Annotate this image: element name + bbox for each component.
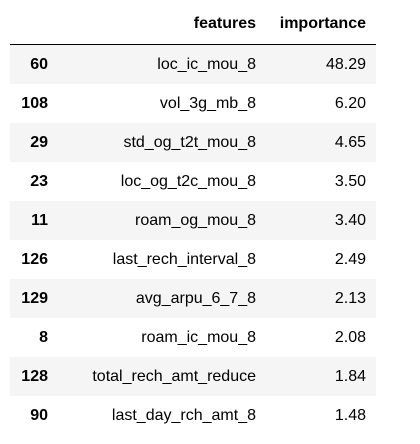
importance-cell: 1.84 bbox=[334, 367, 366, 385]
row-index: 29 bbox=[30, 133, 48, 151]
feature-cell: total_rech_amt_reduce bbox=[92, 367, 256, 385]
feature-importance-table: features importance 60 loc_ic_mou_8 48.2… bbox=[10, 4, 376, 435]
table-row: 129 avg_arpu_6_7_8 2.13 bbox=[10, 279, 376, 318]
table-row: 108 vol_3g_mb_8 6.20 bbox=[10, 84, 376, 123]
importance-cell: 48.29 bbox=[325, 55, 366, 73]
table-body: 60 loc_ic_mou_8 48.29 108 vol_3g_mb_8 6.… bbox=[10, 44, 376, 435]
importance-cell: 6.20 bbox=[334, 94, 366, 112]
table-header: features importance bbox=[10, 4, 376, 45]
feature-cell: roam_og_mou_8 bbox=[135, 211, 256, 229]
column-header-importance: importance bbox=[266, 4, 376, 45]
row-index: 128 bbox=[21, 367, 48, 385]
table-row: 90 last_day_rch_amt_8 1.48 bbox=[10, 396, 376, 435]
header-row: features importance bbox=[10, 4, 376, 45]
feature-cell: last_day_rch_amt_8 bbox=[111, 406, 256, 424]
table-row: 8 roam_ic_mou_8 2.08 bbox=[10, 318, 376, 357]
importance-cell: 2.13 bbox=[334, 289, 366, 307]
table-row: 60 loc_ic_mou_8 48.29 bbox=[10, 44, 376, 84]
importance-cell: 3.40 bbox=[334, 211, 366, 229]
row-index: 60 bbox=[30, 55, 48, 73]
importance-cell: 3.50 bbox=[334, 172, 366, 190]
row-index: 108 bbox=[21, 94, 48, 112]
table-row: 23 loc_og_t2c_mou_8 3.50 bbox=[10, 162, 376, 201]
row-index: 11 bbox=[31, 211, 48, 229]
column-header-features: features bbox=[58, 4, 266, 45]
row-index: 8 bbox=[39, 328, 48, 346]
feature-cell: loc_ic_mou_8 bbox=[157, 55, 256, 73]
table-row: 11 roam_og_mou_8 3.40 bbox=[10, 201, 376, 240]
index-header bbox=[10, 4, 58, 45]
importance-cell: 2.49 bbox=[334, 250, 366, 268]
table-row: 128 total_rech_amt_reduce 1.84 bbox=[10, 357, 376, 396]
table-row: 29 std_og_t2t_mou_8 4.65 bbox=[10, 123, 376, 162]
table-row: 126 last_rech_interval_8 2.49 bbox=[10, 240, 376, 279]
feature-cell: avg_arpu_6_7_8 bbox=[135, 289, 256, 307]
feature-cell: loc_og_t2c_mou_8 bbox=[120, 172, 256, 190]
importance-cell: 2.08 bbox=[334, 328, 366, 346]
row-index: 23 bbox=[30, 172, 48, 190]
importance-cell: 1.48 bbox=[334, 406, 366, 424]
importance-cell: 4.65 bbox=[334, 133, 366, 151]
feature-cell: vol_3g_mb_8 bbox=[159, 94, 256, 112]
row-index: 129 bbox=[21, 289, 48, 307]
dataframe-output: features importance 60 loc_ic_mou_8 48.2… bbox=[10, 4, 376, 435]
row-index: 90 bbox=[30, 406, 48, 424]
feature-cell: std_og_t2t_mou_8 bbox=[123, 133, 256, 151]
feature-cell: last_rech_interval_8 bbox=[112, 250, 256, 268]
feature-cell: roam_ic_mou_8 bbox=[141, 328, 256, 346]
row-index: 126 bbox=[21, 250, 48, 268]
